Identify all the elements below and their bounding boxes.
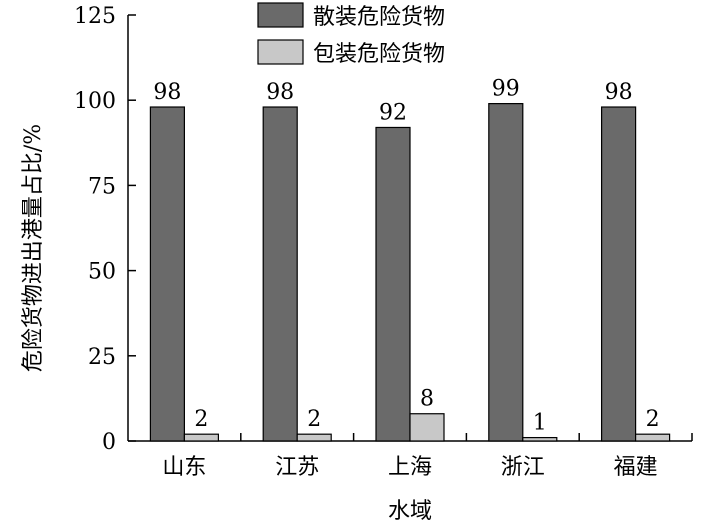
bar-packaged: [296, 433, 332, 442]
bar-value-label: 2: [307, 407, 321, 432]
y-tick-label: 100: [74, 89, 116, 114]
y-tick-label: 75: [88, 174, 116, 199]
y-tick-label: 0: [102, 430, 116, 455]
bar-bulk: [262, 106, 298, 442]
bar-packaged: [409, 413, 445, 442]
x-axis-label: 水域: [388, 499, 432, 524]
bar-packaged: [183, 433, 219, 442]
bar-value-label: 99: [492, 77, 520, 102]
y-tick-label: 25: [88, 345, 116, 370]
bar-value-label: 1: [533, 411, 547, 436]
bar-value-label: 2: [646, 407, 660, 432]
y-tick-label: 125: [74, 4, 116, 29]
bar-value-label: 98: [153, 80, 181, 105]
bar-bulk: [488, 103, 524, 442]
bar-bulk: [600, 106, 637, 442]
bar-value-label: 92: [379, 100, 407, 125]
legend-label: 包装危险货物: [313, 42, 445, 67]
y-axis-label: 危险货物进出港量占比/%: [21, 124, 46, 372]
x-tick-label: 上海: [388, 455, 432, 480]
x-tick-label: 福建: [614, 455, 658, 480]
bar-value-label: 2: [194, 407, 208, 432]
bar-value-label: 98: [605, 80, 633, 105]
legend-swatch: [257, 2, 304, 28]
x-tick-label: 山东: [162, 455, 206, 480]
bar-bulk: [149, 106, 185, 442]
bar-value-label: 8: [420, 387, 434, 412]
legend-swatch: [257, 39, 304, 65]
x-tick-label: 浙江: [501, 455, 545, 480]
y-tick-label: 50: [88, 260, 116, 285]
legend-label: 散装危险货物: [313, 5, 445, 30]
x-tick-label: 江苏: [275, 455, 319, 480]
bar-value-label: 98: [266, 80, 294, 105]
bar-packaged: [522, 436, 558, 442]
plot-area: 0 25 50 75 100 125 98 2 山东 98 2 江苏 92 8 上海 99 1 浙江 98 2 福建: [74, 4, 693, 480]
bar-bulk: [375, 126, 411, 442]
bar-packaged: [634, 433, 671, 442]
